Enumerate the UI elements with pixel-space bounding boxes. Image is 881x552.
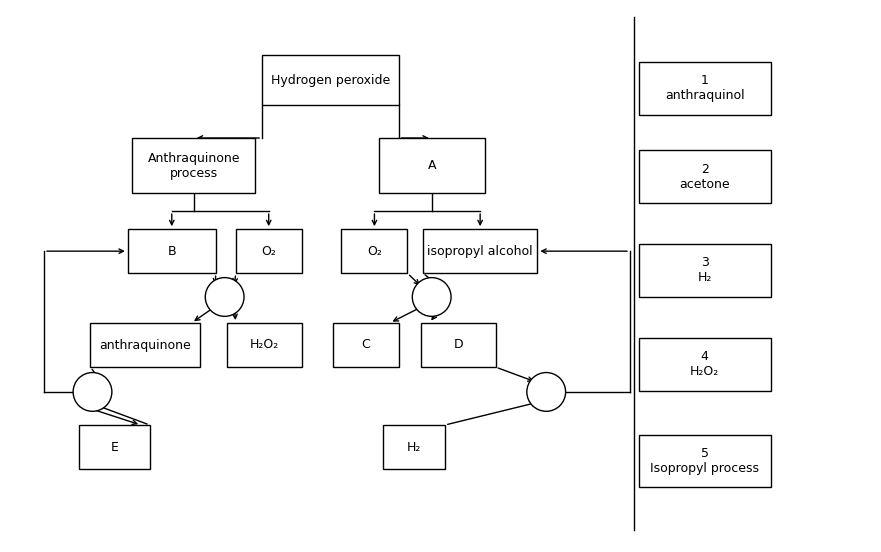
Text: O₂: O₂ bbox=[262, 245, 276, 258]
FancyBboxPatch shape bbox=[639, 338, 771, 391]
FancyBboxPatch shape bbox=[132, 138, 255, 193]
Text: 1
anthraquinol: 1 anthraquinol bbox=[665, 75, 744, 102]
FancyBboxPatch shape bbox=[262, 55, 398, 105]
Text: 5
Isopropyl process: 5 Isopropyl process bbox=[650, 447, 759, 475]
Text: isopropyl alcohol: isopropyl alcohol bbox=[427, 245, 533, 258]
FancyBboxPatch shape bbox=[79, 425, 150, 469]
Text: O₂: O₂ bbox=[367, 245, 381, 258]
FancyBboxPatch shape bbox=[332, 323, 398, 367]
Text: B: B bbox=[167, 245, 176, 258]
Text: 4
H₂O₂: 4 H₂O₂ bbox=[690, 351, 720, 378]
Text: D: D bbox=[454, 338, 463, 352]
Ellipse shape bbox=[73, 373, 112, 411]
Text: A: A bbox=[427, 159, 436, 172]
FancyBboxPatch shape bbox=[379, 138, 485, 193]
Text: 2
acetone: 2 acetone bbox=[679, 163, 730, 190]
FancyBboxPatch shape bbox=[91, 323, 201, 367]
FancyBboxPatch shape bbox=[421, 323, 495, 367]
FancyBboxPatch shape bbox=[639, 150, 771, 203]
FancyBboxPatch shape bbox=[639, 244, 771, 297]
FancyBboxPatch shape bbox=[227, 323, 301, 367]
Text: H₂O₂: H₂O₂ bbox=[249, 338, 279, 352]
FancyBboxPatch shape bbox=[383, 425, 445, 469]
Text: anthraquinone: anthraquinone bbox=[100, 338, 191, 352]
Text: E: E bbox=[111, 440, 118, 454]
Text: Anthraquinone
process: Anthraquinone process bbox=[148, 152, 240, 179]
FancyBboxPatch shape bbox=[639, 435, 771, 487]
Text: C: C bbox=[361, 338, 370, 352]
Text: Hydrogen peroxide: Hydrogen peroxide bbox=[270, 73, 390, 87]
Ellipse shape bbox=[527, 373, 566, 411]
Text: 3
H₂: 3 H₂ bbox=[698, 257, 712, 284]
Ellipse shape bbox=[412, 278, 451, 316]
Text: H₂: H₂ bbox=[407, 440, 421, 454]
FancyBboxPatch shape bbox=[341, 229, 407, 273]
FancyBboxPatch shape bbox=[423, 229, 537, 273]
FancyBboxPatch shape bbox=[128, 229, 216, 273]
FancyBboxPatch shape bbox=[639, 62, 771, 115]
Ellipse shape bbox=[205, 278, 244, 316]
FancyBboxPatch shape bbox=[236, 229, 301, 273]
